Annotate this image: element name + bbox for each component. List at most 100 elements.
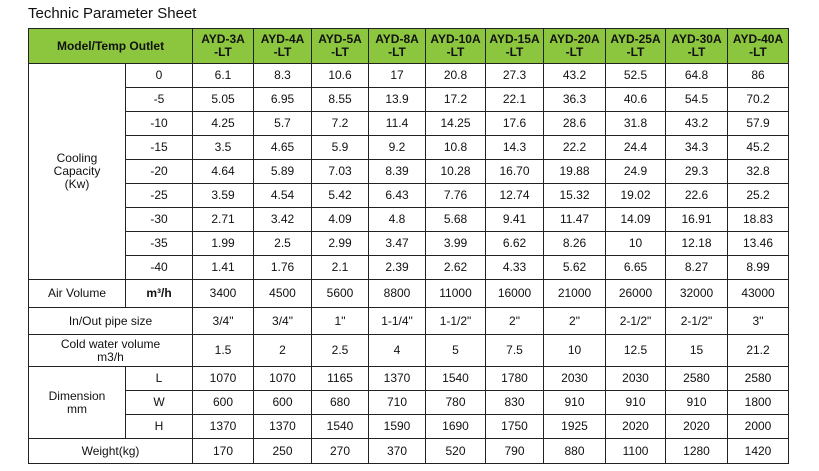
value-cell: 57.9 bbox=[727, 111, 790, 136]
value-cell: 4.09 bbox=[311, 207, 370, 232]
model-header: AYD-30A -LT bbox=[665, 28, 729, 64]
value-cell: 20.8 bbox=[425, 63, 487, 88]
value-cell: 1780 bbox=[485, 366, 545, 391]
value-cell: 1165 bbox=[311, 366, 370, 391]
text-line: -LT bbox=[565, 45, 584, 59]
value-cell: 1590 bbox=[368, 414, 427, 439]
table-row: -35 1.99 2.5 2.99 3.47 3.99 6.62 8.26 10 12.18 13.… bbox=[29, 231, 790, 256]
text-line: AYD-4A bbox=[260, 32, 305, 46]
value-cell: 370 bbox=[368, 438, 427, 464]
value-cell: 8800 bbox=[368, 279, 427, 308]
value-cell: 14.3 bbox=[485, 135, 545, 160]
value-cell: 270 bbox=[311, 438, 370, 464]
table-row: Cold water volume m3/h 1.5 2 2.5 4 5 7.5 10 12.5 1… bbox=[27, 334, 790, 367]
value-cell: 5.9 bbox=[311, 135, 370, 160]
value-cell: 2020 bbox=[605, 414, 667, 439]
value-cell: 5.89 bbox=[253, 159, 313, 184]
row-label: In/Out pipe size bbox=[27, 307, 194, 335]
value-cell: 1" bbox=[311, 307, 370, 335]
value-cell: 170 bbox=[192, 438, 255, 464]
value-cell: 2020 bbox=[665, 414, 729, 439]
table-row: -40 1.41 1.76 2.1 2.39 2.62 4.33 5.62 6.65 8.27 8.… bbox=[29, 255, 790, 280]
value-cell: 21000 bbox=[543, 279, 607, 308]
text-line: AYD-20A bbox=[549, 32, 600, 46]
temp-label: -30 bbox=[124, 207, 194, 232]
value-cell: 2" bbox=[485, 307, 545, 335]
value-cell: 10.8 bbox=[425, 135, 487, 160]
value-cell: 5.05 bbox=[192, 87, 255, 112]
value-cell: 12.74 bbox=[485, 183, 545, 208]
temp-label: -5 bbox=[124, 87, 194, 112]
value-cell: 28.6 bbox=[543, 111, 607, 136]
value-cell: 2.62 bbox=[425, 255, 487, 280]
value-cell: 34.3 bbox=[665, 135, 729, 160]
value-cell: 1540 bbox=[425, 366, 487, 391]
parameter-table: Model/Temp Outlet AYD-3A -LT AYD-4A -LT AYD-5… bbox=[27, 28, 790, 464]
row-label: Cold water volume m3/h bbox=[27, 334, 194, 367]
value-cell: 2.5 bbox=[253, 231, 313, 256]
axis-label: W bbox=[124, 390, 194, 415]
value-cell: 5.42 bbox=[311, 183, 370, 208]
value-cell: 910 bbox=[605, 390, 667, 415]
text-line: -LT bbox=[687, 45, 706, 59]
value-cell: 2-1/2" bbox=[665, 307, 729, 335]
value-cell: 4.54 bbox=[253, 183, 313, 208]
text-line: m3/h bbox=[97, 349, 124, 364]
value-cell: 10.6 bbox=[311, 63, 370, 88]
value-cell: 13.9 bbox=[368, 87, 427, 112]
value-cell: 1070 bbox=[253, 366, 313, 391]
value-cell: 780 bbox=[425, 390, 487, 415]
temp-label: 0 bbox=[124, 63, 194, 88]
text-line: AYD-40A bbox=[732, 32, 784, 46]
text-line: -LT bbox=[446, 45, 465, 59]
value-cell: 25.2 bbox=[727, 183, 790, 208]
value-cell: 2-1/2" bbox=[605, 307, 667, 335]
table-row: -20 4.64 5.89 7.03 8.39 10.28 16.70 19.88 24.9 29… bbox=[29, 159, 790, 184]
value-cell: 7.5 bbox=[485, 334, 545, 367]
value-cell: 910 bbox=[543, 390, 607, 415]
model-header: AYD-25A -LT bbox=[605, 28, 667, 64]
value-cell: 880 bbox=[543, 438, 607, 464]
value-cell: 8.26 bbox=[543, 231, 607, 256]
text-line: -LT bbox=[626, 45, 645, 59]
value-cell: 3" bbox=[727, 307, 790, 335]
value-cell: 1750 bbox=[485, 414, 545, 439]
value-cell: 3.99 bbox=[425, 231, 487, 256]
value-cell: 19.02 bbox=[605, 183, 667, 208]
text-line: AYD-8A bbox=[375, 32, 419, 46]
value-cell: 2030 bbox=[605, 366, 667, 391]
value-cell: 6.95 bbox=[253, 87, 313, 112]
text-line: AYD-3A bbox=[201, 32, 245, 46]
header-label: Model/Temp Outlet bbox=[27, 28, 194, 64]
text-line: AYD-25A bbox=[610, 32, 661, 46]
value-cell: 5.7 bbox=[253, 111, 313, 136]
row-label: Air Volume bbox=[28, 279, 126, 308]
table-row: Weight(kg) 170 250 270 370 520 790 880 1100 1280 1… bbox=[27, 438, 790, 464]
value-cell: 710 bbox=[368, 390, 427, 415]
value-cell: 1370 bbox=[368, 366, 427, 391]
value-cell: 16.91 bbox=[665, 207, 729, 232]
text-line: -LT bbox=[273, 45, 292, 59]
value-cell: 1925 bbox=[543, 414, 607, 439]
text-line: -LT bbox=[214, 45, 232, 59]
value-cell: 2.71 bbox=[192, 207, 255, 232]
value-cell: 910 bbox=[665, 390, 729, 415]
value-cell: 8.39 bbox=[368, 159, 427, 184]
sheet-title: Technic Parameter Sheet bbox=[28, 5, 197, 22]
table-row: W 600 600 680 710 780 830 910 910 910 1800 bbox=[29, 390, 790, 415]
value-cell: 54.5 bbox=[665, 87, 729, 112]
value-cell: 7.03 bbox=[311, 159, 370, 184]
table-row: Dimension mm L 1070 1070 1165 1370 1540 1780 2030… bbox=[28, 366, 790, 439]
text-line: -LT bbox=[331, 45, 349, 59]
value-cell: 14.25 bbox=[425, 111, 487, 136]
value-cell: 4.33 bbox=[485, 255, 545, 280]
value-cell: 1-1/4" bbox=[368, 307, 427, 335]
value-cell: 8.55 bbox=[311, 87, 370, 112]
value-cell: 12.18 bbox=[665, 231, 729, 256]
value-cell: 22.2 bbox=[543, 135, 607, 160]
value-cell: 4500 bbox=[253, 279, 313, 308]
value-cell: 2 bbox=[253, 334, 313, 367]
value-cell: 17.2 bbox=[425, 87, 487, 112]
unit-label: m³/h bbox=[124, 279, 194, 308]
